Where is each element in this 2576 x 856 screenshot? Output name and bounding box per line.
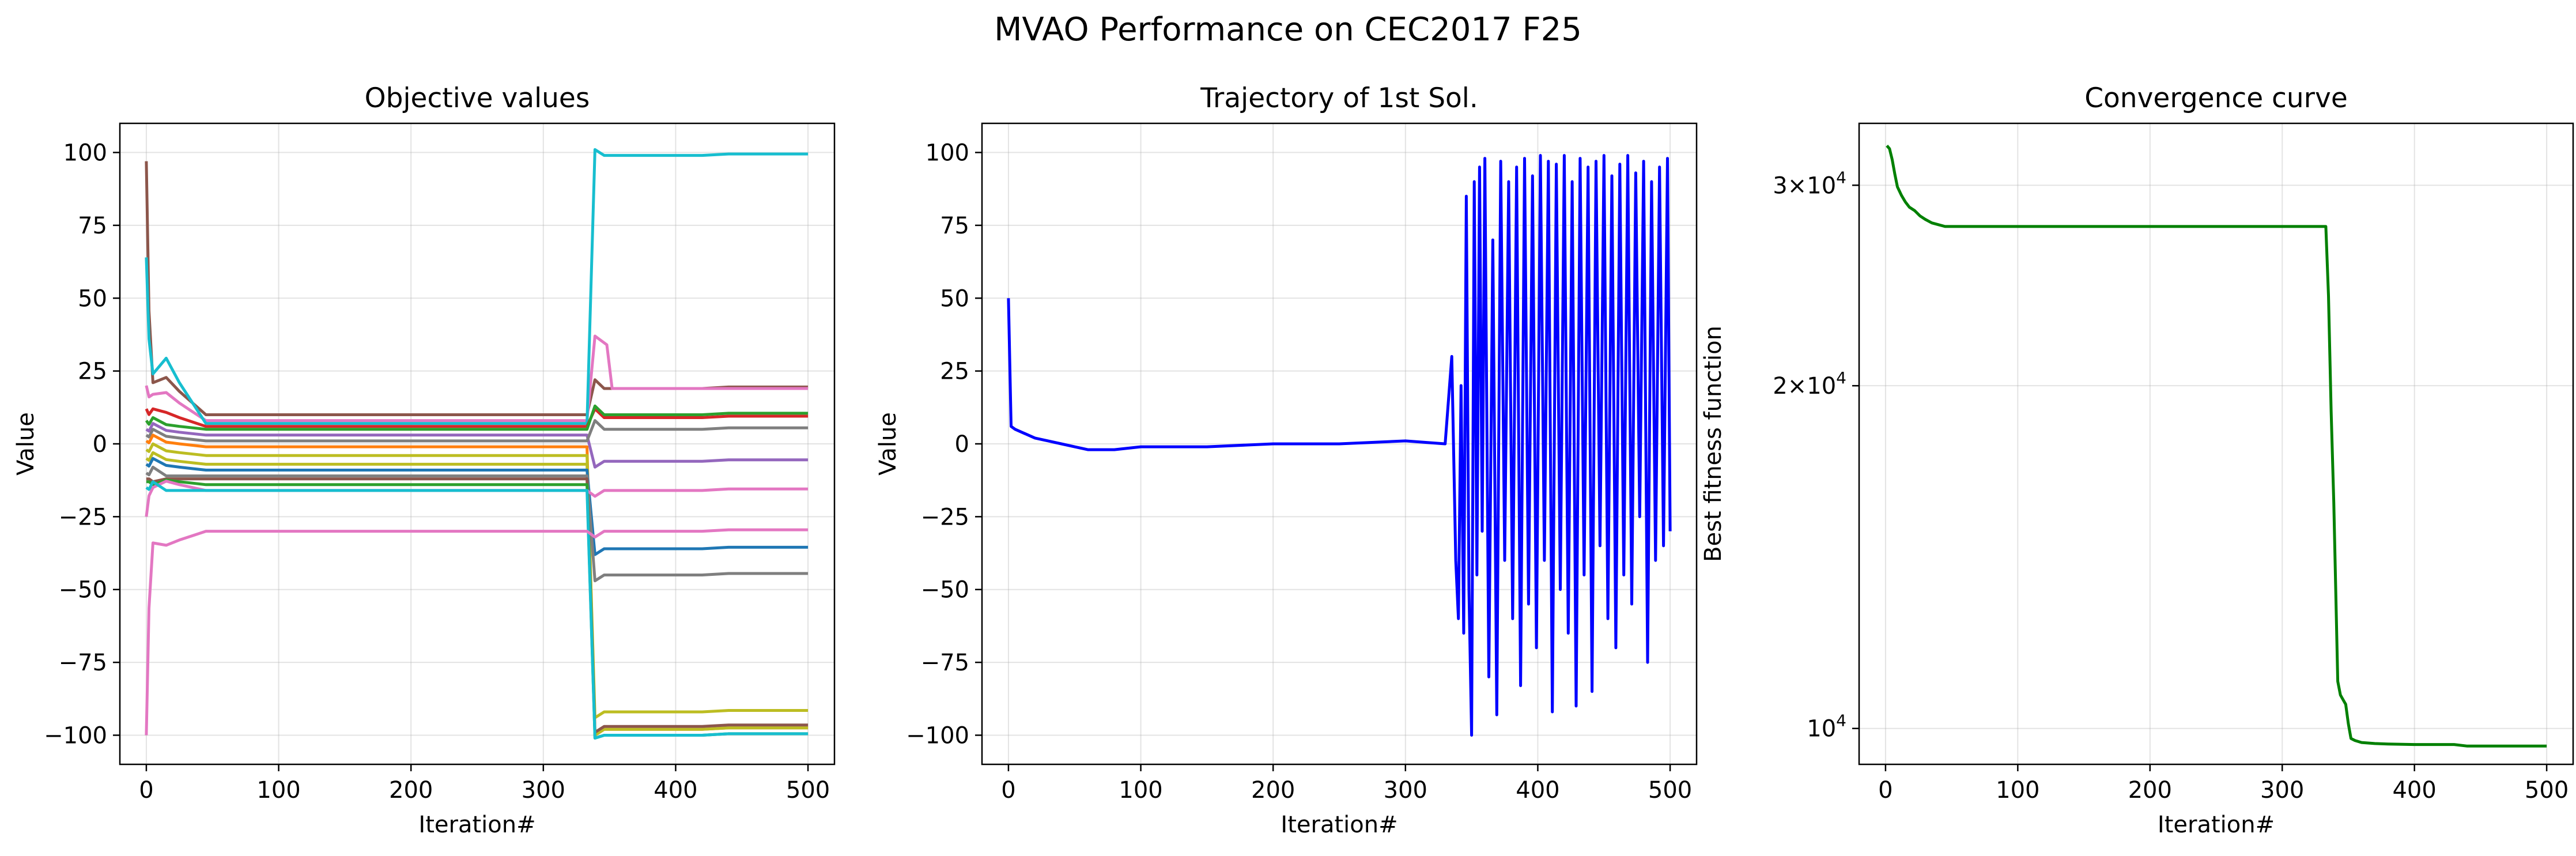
x-tick-label: 300 xyxy=(522,777,565,804)
x-tick-label: 300 xyxy=(2260,777,2304,804)
series-line-10 xyxy=(145,451,809,737)
y-axis-label: Best fitness function xyxy=(1700,326,1727,562)
y-tick-label: −100 xyxy=(44,722,107,749)
y-tick-label: −50 xyxy=(59,577,107,604)
y-axis-label: Value xyxy=(13,412,39,476)
x-tick-label: 0 xyxy=(139,777,153,804)
x-axis-label: Iteration# xyxy=(2158,812,2275,838)
y-tick-label: −75 xyxy=(59,650,107,676)
y-tick-label: 104 xyxy=(1807,711,1846,742)
grid-lines xyxy=(120,123,834,764)
plot-data xyxy=(145,148,809,740)
x-tick-label: 400 xyxy=(654,777,697,804)
y-tick-label-part: 10 xyxy=(1807,172,1836,199)
series-line-4 xyxy=(145,407,809,428)
y-tick-label: 0 xyxy=(93,431,107,458)
axes-title: Objective values xyxy=(365,82,590,114)
x-tick-label: 300 xyxy=(1384,777,1427,804)
plot-data xyxy=(1886,145,2547,748)
x-tick-label: 0 xyxy=(1001,777,1015,804)
x-tick-label: 100 xyxy=(1996,777,2039,804)
x-tick-label: 100 xyxy=(256,777,300,804)
x-axis-label: Iteration# xyxy=(418,812,535,838)
x-tick-label: 0 xyxy=(1878,777,1893,804)
x-tick-label: 500 xyxy=(2525,777,2569,804)
convergence-line xyxy=(1886,145,2547,748)
series-line-11 xyxy=(145,457,809,556)
series-line-17 xyxy=(145,528,809,736)
figure-title: MVAO Performance on CEC2017 F25 xyxy=(994,11,1582,48)
y-tick-label: −100 xyxy=(906,722,969,749)
y-tick-label: 25 xyxy=(940,359,969,385)
series-line-5 xyxy=(145,404,809,431)
x-tick-label: 500 xyxy=(786,777,830,804)
y-tick-label-part: 4 xyxy=(1836,168,1846,187)
y-tick-label: −50 xyxy=(921,577,969,604)
x-tick-label: 200 xyxy=(2128,777,2172,804)
x-tick-label: 200 xyxy=(389,777,433,804)
grid-lines xyxy=(1859,123,2573,764)
x-tick-label: 400 xyxy=(1516,777,1559,804)
chart-panel-1: 0 100 200 300 400 500 100 75 50 25 0 −25 −50 −75 −100 O… xyxy=(13,82,836,838)
y-tick-label: −25 xyxy=(59,504,107,530)
chart-panel-2: 0 100 200 300 400 500 100 75 50 25 0 −25 −50 −75 −100 T… xyxy=(875,82,1698,838)
y-tick-label: −25 xyxy=(921,504,969,530)
series-line-12 xyxy=(145,465,809,583)
y-tick-label: 100 xyxy=(926,140,969,167)
series-line-14 xyxy=(146,478,809,740)
y-tick-label-part: × xyxy=(1788,172,1807,199)
series-line-3 xyxy=(145,148,809,425)
series-line-9 xyxy=(145,442,809,719)
y-tick-label-part: × xyxy=(1788,373,1807,399)
y-tick-label-part: 10 xyxy=(1807,716,1836,742)
y-tick-label: 100 xyxy=(63,140,107,167)
axes-title: Trajectory of 1st Sol. xyxy=(1200,82,1478,114)
series-line-1 xyxy=(145,161,809,416)
y-tick-label: 0 xyxy=(955,431,969,458)
plot-data xyxy=(1007,154,1672,737)
y-tick-label: 3×104 xyxy=(1773,168,1846,199)
y-tick-label: 2×104 xyxy=(1773,368,1846,399)
x-tick-label: 200 xyxy=(1251,777,1295,804)
y-tick-label: 75 xyxy=(78,213,107,239)
y-tick-label: −75 xyxy=(921,650,969,676)
series-line-15 xyxy=(145,480,809,517)
series-line-6 xyxy=(145,422,809,469)
y-axis-label: Value xyxy=(875,412,901,476)
y-tick-label: 50 xyxy=(940,285,969,312)
y-tick-label-part: 4 xyxy=(1836,711,1846,730)
chart-panel-3: 0 100 200 300 400 5003×1042×104104Convergence… xyxy=(1700,82,2574,838)
x-tick-label: 500 xyxy=(1648,777,1692,804)
y-tick-label-part: 4 xyxy=(1836,368,1846,387)
y-tick-label: 50 xyxy=(78,285,107,312)
y-tick-label: 75 xyxy=(940,213,969,239)
axes-title: Convergence curve xyxy=(2084,82,2348,114)
y-tick-label-part: 10 xyxy=(1807,373,1836,399)
y-tick-label-part: 2 xyxy=(1773,373,1787,399)
series-line-16 xyxy=(145,480,809,740)
y-tick-label-part: 3 xyxy=(1773,172,1787,199)
x-tick-label: 100 xyxy=(1119,777,1162,804)
axes-frame xyxy=(1858,122,2574,766)
y-tick-label: 25 xyxy=(78,359,107,385)
series-line-7 xyxy=(145,419,809,443)
trajectory-line xyxy=(1007,154,1672,737)
x-axis-label: Iteration# xyxy=(1281,812,1397,838)
x-tick-label: 400 xyxy=(2392,777,2436,804)
series-line-2 xyxy=(145,334,809,423)
